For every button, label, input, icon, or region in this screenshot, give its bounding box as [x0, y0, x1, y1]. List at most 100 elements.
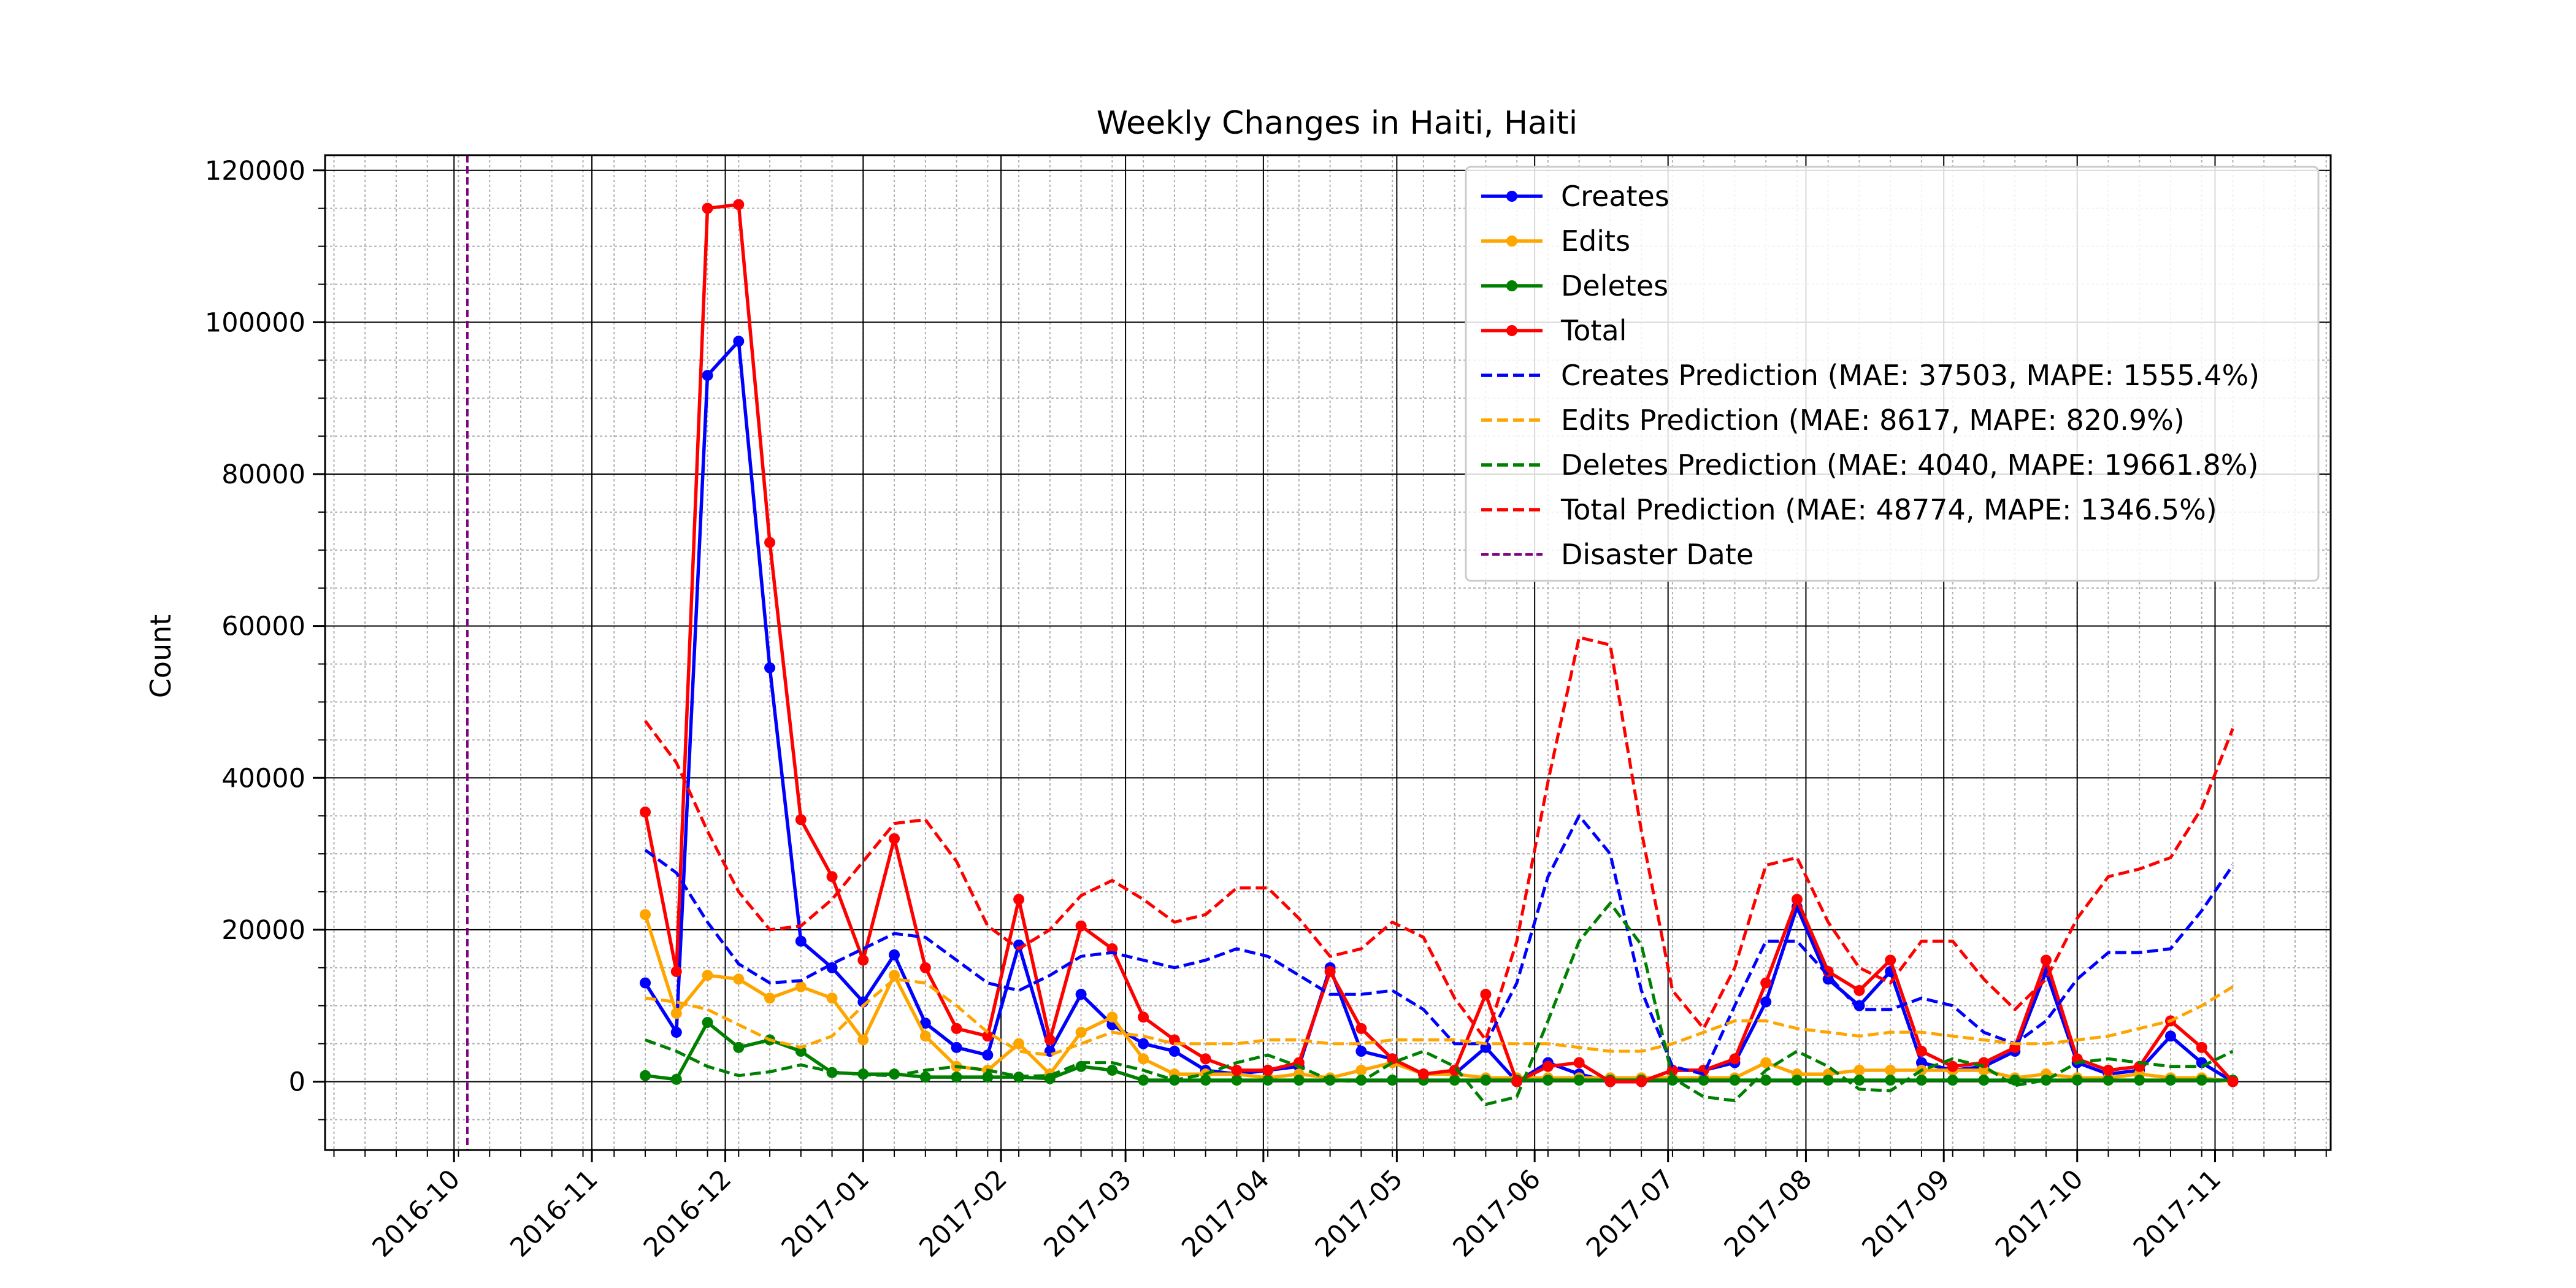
- legend-label: Edits: [1561, 224, 1630, 258]
- legend-box: [1465, 166, 2320, 582]
- legend: Creates Edits Deletes Total Creates Predicti…: [1465, 166, 2320, 582]
- data-point: [2227, 1076, 2239, 1087]
- data-point: [1355, 1064, 1367, 1076]
- minor-grid: [325, 155, 2331, 1150]
- data-point: [670, 1073, 682, 1085]
- data-point: [1885, 1075, 1896, 1086]
- data-point: [733, 335, 745, 347]
- data-point: [670, 1027, 682, 1038]
- legend-label: Total Prediction (MAE: 48774, MAPE: 1346…: [1560, 493, 2217, 526]
- data-point: [889, 949, 900, 960]
- data-point: [702, 970, 713, 981]
- data-point: [1075, 920, 1087, 932]
- data-point: [889, 833, 900, 845]
- legend-label: Creates: [1561, 180, 1669, 213]
- data-point: [826, 871, 838, 883]
- legend-marker: [1506, 280, 1517, 291]
- data-point: [1604, 1076, 1616, 1087]
- data-point: [1013, 894, 1025, 905]
- data-point: [733, 973, 745, 985]
- data-point: [1978, 1075, 1990, 1086]
- data-point: [1915, 1057, 1927, 1068]
- data-point: [1417, 1068, 1429, 1080]
- data-point: [1480, 1075, 1492, 1086]
- data-point: [1915, 1075, 1927, 1086]
- data-point: [1355, 1046, 1367, 1057]
- data-point: [1853, 1075, 1865, 1086]
- data-point: [795, 935, 807, 947]
- data-point: [1138, 1053, 1149, 1065]
- data-point: [1013, 1038, 1025, 1049]
- data-point: [1262, 1075, 1274, 1086]
- data-point: [1542, 1060, 1554, 1072]
- data-point: [1106, 1011, 1118, 1023]
- data-point: [702, 202, 713, 214]
- series-line: [645, 977, 2234, 1057]
- y-axis-label: Count: [144, 615, 177, 699]
- data-point: [1106, 1064, 1118, 1076]
- data-point: [640, 909, 651, 921]
- legend-marker: [1506, 191, 1517, 202]
- data-point: [1293, 1075, 1305, 1086]
- data-point: [640, 807, 651, 818]
- data-point: [1138, 1011, 1149, 1023]
- data-point: [982, 1049, 994, 1061]
- data-point: [857, 954, 869, 966]
- data-point: [1168, 1046, 1180, 1057]
- data-point: [1044, 1034, 1056, 1046]
- y-axis: 0 20000 40000 60000 80000 100000 120000: [205, 156, 325, 1121]
- legend-label: Deletes Prediction (MAE: 4040, MAPE: 196…: [1561, 448, 2258, 481]
- data-point: [1573, 1075, 1585, 1086]
- y-tick-label: 120000: [205, 156, 305, 186]
- data-point: [1729, 1075, 1741, 1086]
- data-point: [1760, 977, 1772, 989]
- data-point: [795, 1046, 807, 1057]
- data-point: [1666, 1064, 1678, 1076]
- data-point: [764, 992, 776, 1004]
- legend-label: Total: [1560, 314, 1627, 347]
- data-point: [1698, 1075, 1709, 1086]
- data-point: [1480, 989, 1492, 1000]
- series-line: [645, 902, 2234, 1106]
- data-point: [2103, 1064, 2114, 1076]
- data-point: [826, 992, 838, 1004]
- data-point: [2040, 954, 2052, 966]
- data-point: [2196, 1041, 2207, 1053]
- data-point: [1791, 894, 1803, 905]
- data-point: [889, 970, 900, 981]
- series-line: [643, 202, 2234, 1084]
- series-line: [645, 1021, 2233, 1082]
- legend-marker: [1506, 325, 1517, 336]
- data-point: [919, 962, 931, 973]
- data-point: [733, 199, 745, 210]
- data-point: [1853, 984, 1865, 996]
- data-point: [982, 1071, 994, 1083]
- chart-title: Weekly Changes in Haiti, Haiti: [1097, 105, 1577, 142]
- data-point: [670, 966, 682, 978]
- data-point: [1729, 1053, 1741, 1065]
- legend-label: Edits Prediction (MAE: 8617, MAPE: 820.9…: [1561, 404, 2185, 437]
- series-line: [643, 635, 2234, 1041]
- data-point: [1355, 1022, 1367, 1034]
- data-point: [1200, 1075, 1211, 1086]
- data-point: [795, 981, 807, 992]
- data-point: [1947, 1075, 1958, 1086]
- data-point: [702, 1016, 713, 1028]
- data-point: [1978, 1064, 1990, 1076]
- data-point: [1138, 1038, 1149, 1049]
- plot-frame: [324, 154, 2332, 1151]
- data-point: [2103, 1075, 2114, 1086]
- data-point: [1075, 989, 1087, 1000]
- data-point: [1324, 966, 1336, 978]
- data-point: [1760, 1075, 1772, 1086]
- data-point: [764, 662, 776, 673]
- data-point: [1636, 1076, 1647, 1087]
- data-point: [1822, 973, 1834, 985]
- series-line: [643, 914, 2233, 1084]
- data-point: [1231, 1064, 1243, 1076]
- data-point: [1387, 1075, 1398, 1086]
- data-point: [1511, 1076, 1523, 1087]
- series-line: [644, 814, 2234, 1076]
- y-tick-label: 80000: [221, 459, 305, 490]
